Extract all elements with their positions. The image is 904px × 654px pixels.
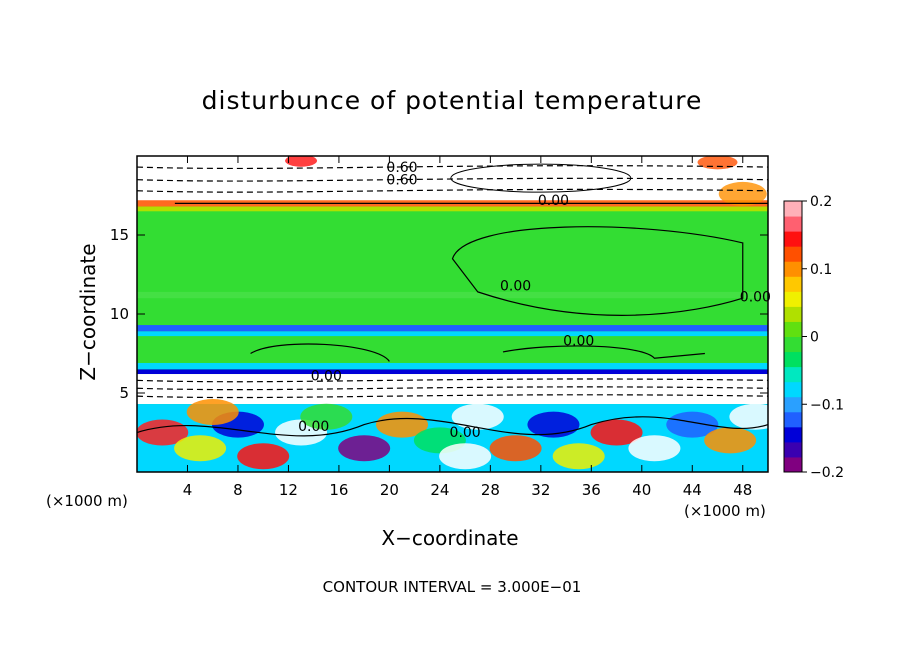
dashed-contour bbox=[137, 386, 768, 391]
contour-label: 0.00 bbox=[311, 368, 342, 384]
colorbar-swatch bbox=[784, 291, 802, 307]
chart-title: disturbunce of potential temperature bbox=[201, 86, 703, 115]
dashed-contour bbox=[137, 177, 768, 182]
turbulence-blob bbox=[628, 435, 681, 462]
colorbar-swatch bbox=[784, 276, 802, 292]
x-tick-label: 32 bbox=[531, 481, 550, 499]
turbulence-blob bbox=[590, 419, 643, 446]
colorbar-swatch bbox=[784, 231, 802, 247]
turbulence-blob bbox=[729, 403, 768, 430]
x-tick-label: 48 bbox=[733, 481, 752, 499]
turbulence-blob bbox=[300, 403, 353, 430]
contour-label: 0.60 bbox=[386, 172, 417, 188]
contour-line bbox=[137, 416, 768, 437]
colorbar-swatch bbox=[784, 351, 802, 368]
colorbar-swatch bbox=[784, 306, 802, 322]
y-tick-label: 15 bbox=[110, 226, 129, 244]
x-tick-label: 8 bbox=[233, 481, 243, 499]
x-tick-label: 12 bbox=[279, 481, 298, 499]
contour-line bbox=[502, 345, 705, 359]
colorbar-swatch bbox=[784, 426, 802, 443]
x-unit-right: (×1000 m) bbox=[684, 502, 766, 520]
turbulence-blob bbox=[527, 411, 580, 438]
y-axis-label: Z−coordinate bbox=[76, 243, 100, 381]
dashed-contour bbox=[137, 394, 768, 399]
contour-label: 0.00 bbox=[500, 278, 531, 294]
dashed-contour bbox=[137, 188, 768, 193]
upper-warm-patch bbox=[718, 181, 767, 206]
dashed-contour bbox=[137, 378, 768, 383]
colorbar-swatch bbox=[784, 246, 802, 262]
dashed-contour bbox=[137, 165, 768, 170]
turbulence-blob bbox=[552, 443, 605, 470]
colorbar-swatch bbox=[784, 261, 802, 277]
x-tick-label: 40 bbox=[632, 481, 651, 499]
contour-label: 0.60 bbox=[386, 160, 417, 176]
x-tick-label: 20 bbox=[380, 481, 399, 499]
contour-interval-text: CONTOUR INTERVAL = 3.000E−01 bbox=[322, 578, 582, 596]
colorbar-swatch bbox=[784, 216, 802, 232]
x-axis-label: X−coordinate bbox=[381, 526, 519, 550]
colorbar-tick-label: 0.1 bbox=[810, 262, 832, 278]
blue-band-lower bbox=[137, 369, 768, 375]
y-tick-label: 10 bbox=[110, 305, 129, 323]
y-tick-label: 5 bbox=[119, 384, 129, 402]
colorbar-tick-label: −0.2 bbox=[810, 465, 844, 481]
upper-warm-patch bbox=[697, 156, 738, 170]
colorbar-swatch bbox=[784, 366, 802, 383]
turbulence-blob bbox=[666, 411, 719, 438]
colorbar-swatch bbox=[784, 456, 802, 473]
colorbar-swatch bbox=[784, 441, 802, 458]
mid-band bbox=[137, 291, 768, 299]
turbulence-blob bbox=[704, 427, 757, 454]
cyan-band-lower bbox=[137, 362, 768, 370]
colorbar-swatch bbox=[784, 336, 802, 353]
contour-label: 0.00 bbox=[298, 419, 329, 435]
contour-label: 0.00 bbox=[538, 193, 569, 209]
x-tick-label: 44 bbox=[683, 481, 702, 499]
turbulence-blob bbox=[338, 435, 391, 462]
colorbar-swatch bbox=[784, 381, 802, 398]
contour-line bbox=[250, 343, 390, 362]
turbulence-blob bbox=[489, 435, 542, 462]
field-layer bbox=[137, 156, 768, 472]
turbulence-blob bbox=[451, 403, 504, 430]
cyan-band-upper bbox=[137, 331, 768, 337]
upper-warm-patch bbox=[285, 156, 318, 167]
x-unit-left: (×1000 m) bbox=[46, 492, 128, 510]
colorbar-swatch bbox=[784, 201, 802, 217]
colorbar-tick-label: −0.1 bbox=[810, 397, 844, 413]
tropopause-fringe bbox=[137, 206, 768, 212]
contour-label: 0.00 bbox=[450, 425, 481, 441]
contour-label: 0.00 bbox=[563, 334, 594, 350]
x-tick-label: 16 bbox=[329, 481, 348, 499]
colorbar-tick-label: 0.2 bbox=[810, 194, 832, 210]
turbulence-blob bbox=[376, 411, 429, 438]
blue-band-upper bbox=[137, 325, 768, 332]
turbulence-blob bbox=[186, 398, 239, 425]
contour-line bbox=[451, 226, 744, 316]
colorbar-swatch bbox=[784, 396, 802, 413]
x-tick-label: 24 bbox=[430, 481, 449, 499]
turbulence-blob bbox=[237, 443, 290, 470]
colorbar-swatch bbox=[784, 321, 802, 337]
colorbar-tick-label: 0 bbox=[810, 330, 819, 346]
contour-label: 0.00 bbox=[740, 289, 771, 305]
turbulence-blob bbox=[439, 443, 492, 470]
turbulence-blob bbox=[174, 435, 227, 462]
x-tick-label: 36 bbox=[582, 481, 601, 499]
colorbar-swatch bbox=[784, 411, 802, 428]
x-tick-label: 28 bbox=[481, 481, 500, 499]
x-tick-label: 4 bbox=[183, 481, 193, 499]
